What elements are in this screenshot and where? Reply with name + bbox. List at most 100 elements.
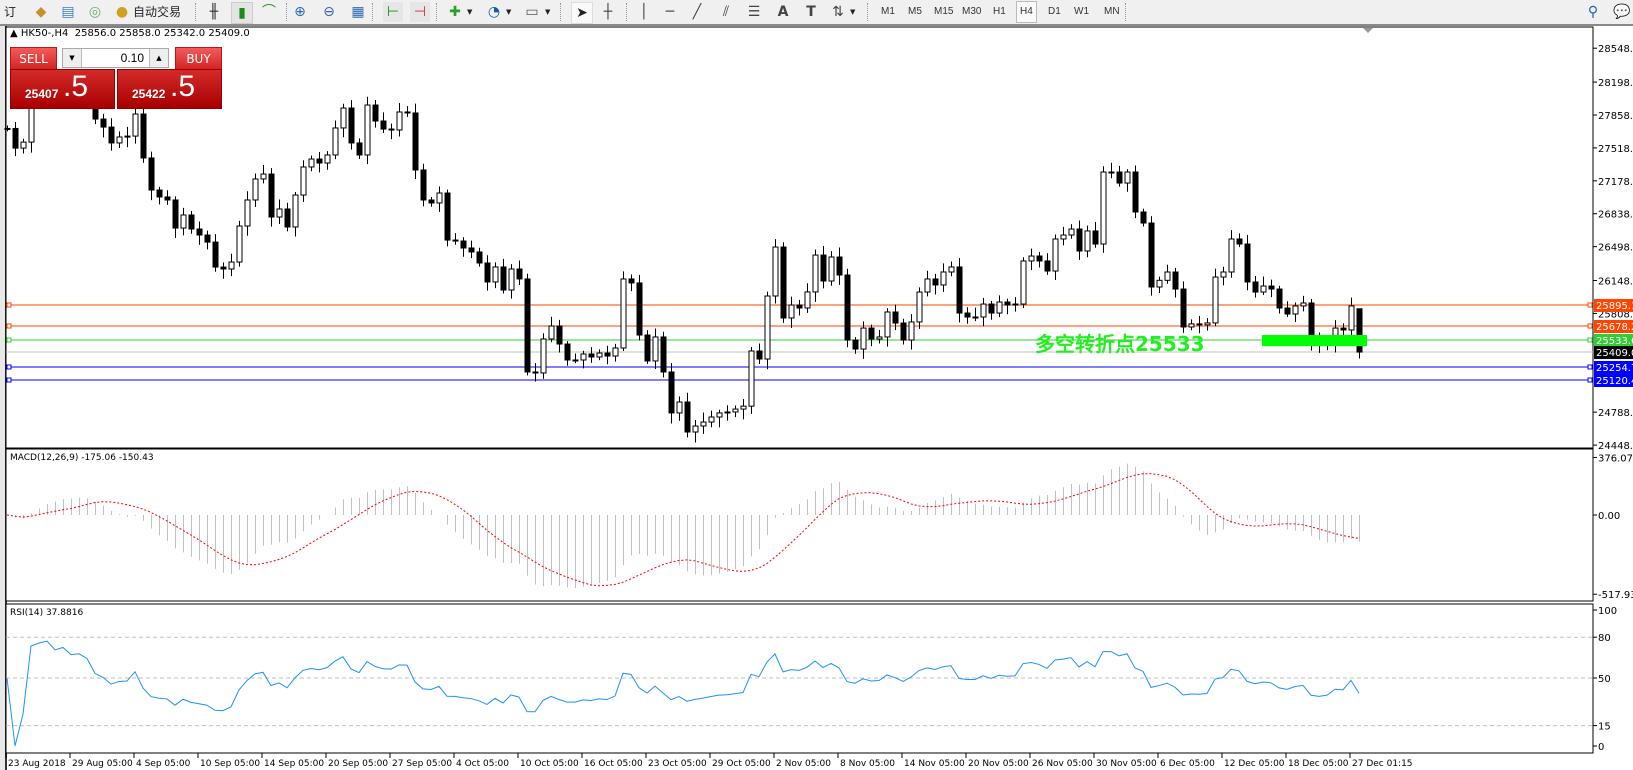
candle[interactable] xyxy=(372,99,379,128)
candle[interactable] xyxy=(988,301,995,320)
candle[interactable] xyxy=(388,123,395,140)
candle[interactable] xyxy=(764,291,771,370)
candle[interactable] xyxy=(940,263,947,292)
candle[interactable] xyxy=(884,308,891,347)
candle[interactable] xyxy=(732,405,739,418)
candle[interactable] xyxy=(716,409,723,428)
candle[interactable] xyxy=(276,199,283,224)
candle[interactable] xyxy=(1236,233,1243,248)
candle[interactable] xyxy=(644,330,651,364)
level-handle-icon[interactable] xyxy=(1587,377,1593,383)
candle[interactable] xyxy=(12,121,19,157)
level-handle-icon[interactable] xyxy=(1587,364,1593,370)
candle[interactable] xyxy=(660,331,667,378)
candle[interactable] xyxy=(1036,251,1043,268)
candle[interactable] xyxy=(524,273,531,376)
timeframe-mn[interactable]: MN xyxy=(1104,6,1120,17)
timeframe-h1[interactable]: H1 xyxy=(993,6,1006,17)
candle[interactable] xyxy=(164,190,171,205)
candle[interactable] xyxy=(1204,318,1211,331)
candle[interactable] xyxy=(316,151,323,173)
candle[interactable] xyxy=(868,324,875,347)
candle[interactable] xyxy=(596,349,603,361)
candle[interactable] xyxy=(828,251,835,286)
candle[interactable] xyxy=(1148,216,1155,296)
candle[interactable] xyxy=(564,341,571,366)
timeframe-m15[interactable]: M15 xyxy=(934,6,954,17)
candle[interactable] xyxy=(1068,224,1075,239)
candle[interactable] xyxy=(364,96,371,165)
signals-icon[interactable]: ◎ xyxy=(88,4,102,20)
candle[interactable] xyxy=(332,120,339,160)
timeframe-w1[interactable]: W1 xyxy=(1074,6,1089,17)
chevron-down-icon[interactable]: ▼ xyxy=(850,8,856,16)
candlestick-chart-icon[interactable]: ▮ xyxy=(231,2,253,24)
candle[interactable] xyxy=(796,299,803,316)
candle[interactable] xyxy=(972,307,979,322)
orders-button[interactable]: 订单 xyxy=(3,5,16,19)
candle[interactable] xyxy=(220,262,227,279)
annotation-rectangle[interactable] xyxy=(1262,335,1367,347)
candle[interactable] xyxy=(500,258,507,294)
candle[interactable] xyxy=(1084,225,1091,258)
candle[interactable] xyxy=(628,274,635,292)
candle[interactable] xyxy=(1196,315,1203,334)
candle[interactable] xyxy=(140,104,147,163)
candle[interactable] xyxy=(612,343,619,362)
candle[interactable] xyxy=(700,412,707,434)
candle[interactable] xyxy=(1028,248,1035,271)
candle[interactable] xyxy=(620,271,627,351)
level-handle-icon[interactable] xyxy=(6,302,12,308)
candle[interactable] xyxy=(1348,297,1355,336)
candle[interactable] xyxy=(1228,230,1235,278)
candle[interactable] xyxy=(1092,222,1099,248)
candle[interactable] xyxy=(492,262,499,289)
candle[interactable] xyxy=(756,343,763,365)
candle[interactable] xyxy=(244,191,251,236)
candle[interactable] xyxy=(308,155,315,172)
market-watch-icon[interactable]: ◆ xyxy=(35,4,47,20)
candle[interactable] xyxy=(396,102,403,137)
chevron-down-icon[interactable]: ▼ xyxy=(506,8,512,16)
crosshair-icon[interactable]: ┼ xyxy=(603,4,613,20)
candle[interactable] xyxy=(116,131,123,149)
candle[interactable] xyxy=(820,245,827,289)
candle[interactable] xyxy=(1300,295,1307,312)
candle[interactable] xyxy=(1260,276,1267,296)
cursor-icon[interactable]: ➤ xyxy=(571,2,593,24)
candle[interactable] xyxy=(404,106,411,117)
candle[interactable] xyxy=(380,112,387,133)
bar-chart-icon[interactable]: ╫ xyxy=(209,4,219,20)
candle[interactable] xyxy=(1268,279,1275,298)
chart-shift-icon[interactable]: ⊣ xyxy=(410,2,430,22)
candle[interactable] xyxy=(356,138,363,160)
candle[interactable] xyxy=(780,242,787,323)
volume-increase-button[interactable]: ▲ xyxy=(149,49,168,67)
candle[interactable] xyxy=(556,319,563,353)
candle[interactable] xyxy=(948,261,955,277)
level-handle-icon[interactable] xyxy=(6,323,12,329)
vertical-line-icon[interactable]: │ xyxy=(639,4,649,20)
candle[interactable] xyxy=(260,164,267,184)
candle[interactable] xyxy=(508,264,515,299)
zoom-in-icon[interactable]: ⊕ xyxy=(294,4,306,20)
candle[interactable] xyxy=(996,295,1003,318)
candle[interactable] xyxy=(484,255,491,291)
candle[interactable] xyxy=(1276,285,1283,314)
candle[interactable] xyxy=(1172,267,1179,298)
candle[interactable] xyxy=(892,304,899,331)
candle[interactable] xyxy=(1244,234,1251,291)
candle[interactable] xyxy=(1156,276,1163,294)
candle[interactable] xyxy=(684,392,691,438)
candle[interactable] xyxy=(236,220,243,267)
candle[interactable] xyxy=(876,329,883,344)
candle[interactable] xyxy=(468,240,475,259)
candle[interactable] xyxy=(124,126,131,148)
candle[interactable] xyxy=(532,363,539,382)
candle[interactable] xyxy=(1124,169,1131,192)
candle[interactable] xyxy=(324,151,331,170)
candle[interactable] xyxy=(180,207,187,236)
candle[interactable] xyxy=(932,273,939,295)
candle[interactable] xyxy=(292,191,299,237)
buy-price-button[interactable]: 25422 .5 xyxy=(117,69,222,109)
